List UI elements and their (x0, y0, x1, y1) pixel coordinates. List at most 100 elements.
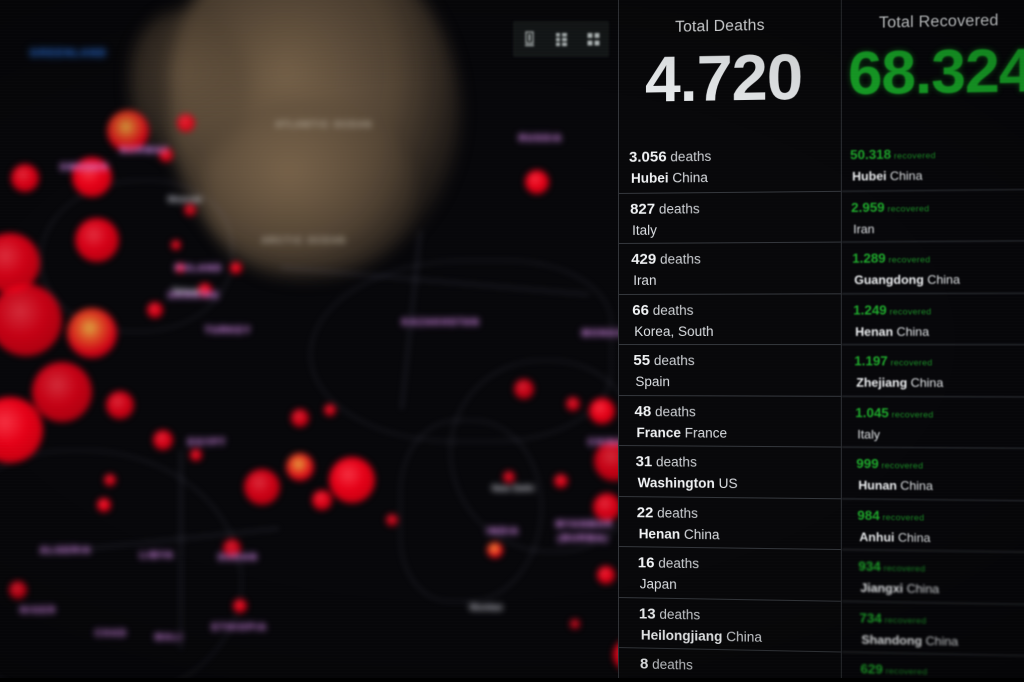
list-item[interactable]: 984 recovered Anhui China (841, 497, 1024, 552)
item-location-line: Japan (638, 575, 841, 598)
map-case-marker[interactable] (177, 114, 195, 132)
item-location-line: Italy (630, 219, 841, 240)
map-case-marker[interactable] (291, 409, 309, 427)
item-region: Hunan (858, 478, 897, 494)
map-case-marker[interactable] (487, 542, 503, 558)
map-case-marker[interactable] (230, 262, 242, 274)
item-unit: recovered (886, 305, 932, 317)
item-country: China (886, 169, 923, 184)
map-case-marker[interactable] (67, 308, 117, 358)
item-location-line: Iran (631, 270, 841, 290)
map-case-marker[interactable] (190, 449, 202, 461)
list-item[interactable]: 48 deaths France France (618, 394, 841, 447)
list-item[interactable]: 999 recovered Hunan China (841, 446, 1024, 500)
map-label: LIBYA (140, 550, 175, 560)
map-label: POLAND (175, 263, 223, 273)
list-item[interactable]: 16 deaths Japan (618, 546, 841, 601)
list-item[interactable]: 8 deaths (618, 647, 841, 682)
map-label: Mumbai (470, 602, 503, 612)
map-case-marker[interactable] (324, 404, 336, 416)
map-case-marker[interactable] (525, 170, 549, 194)
item-unit: deaths (655, 200, 700, 217)
map-case-marker[interactable] (184, 204, 196, 216)
list-item[interactable]: 1.249 recovered Henan China (841, 292, 1024, 345)
map-case-marker[interactable] (32, 362, 92, 422)
map-case-marker[interactable] (171, 240, 181, 250)
item-country: Iran (853, 221, 875, 237)
list-item[interactable]: 66 deaths Korea, South (618, 292, 841, 345)
list-item[interactable]: 13 deaths Heilongjiang China (618, 596, 841, 652)
list-item[interactable]: 1.045 recovered Italy (841, 395, 1024, 448)
map-case-marker[interactable] (566, 397, 580, 411)
map-case-marker[interactable] (554, 474, 568, 488)
total-recovered-panel[interactable]: Total Recovered 68.324 50.318 recovered H… (840, 0, 1024, 682)
item-region: Guangdong (854, 273, 924, 288)
list-item[interactable]: 31 deaths Washington US (618, 445, 841, 498)
item-region: Jiangxi (860, 581, 904, 597)
map-label: KAZAKHSTAN (402, 317, 480, 327)
item-country: Spain (635, 374, 671, 390)
list-view-icon[interactable] (554, 31, 569, 48)
map-case-marker[interactable] (106, 391, 134, 419)
map-label: ALGERIA (40, 545, 92, 555)
map-case-marker[interactable] (386, 514, 398, 526)
list-item[interactable]: 3.056 deaths Hubei China (619, 139, 841, 192)
list-item[interactable]: 22 deaths Henan China (618, 495, 841, 550)
map-case-marker[interactable] (570, 619, 580, 629)
item-count: 2.959 (851, 199, 885, 215)
map-case-marker[interactable] (597, 566, 615, 584)
map-case-marker[interactable] (244, 469, 280, 505)
item-count: 22 (636, 503, 654, 521)
grid-view-icon[interactable] (586, 31, 601, 48)
map-case-marker[interactable] (589, 398, 615, 424)
map-case-marker[interactable] (9, 581, 27, 599)
map-blur-layer: GREENLANDRUSSIAKAZAKHSTANMONGOLIACHINAIN… (0, 0, 630, 682)
map-case-marker[interactable] (97, 498, 111, 512)
list-item[interactable]: 50.318 recovered Hubei China (842, 137, 1024, 191)
total-deaths-title: Total Deaths (675, 16, 765, 36)
item-location-line: France France (634, 423, 840, 444)
item-country: China (922, 633, 959, 649)
map-case-marker[interactable] (147, 302, 163, 318)
world-map-panel[interactable]: GREENLANDRUSSIAKAZAKHSTANMONGOLIACHINAIN… (0, 0, 630, 682)
list-item[interactable]: 734 recovered Shandong China (841, 600, 1024, 656)
map-case-marker[interactable] (233, 599, 247, 613)
recovered-list[interactable]: 50.318 recovered Hubei China 2.959 recover… (841, 137, 1024, 682)
map-coast-line-4 (180, 450, 182, 650)
item-location-line: Iran (851, 218, 1024, 239)
list-item[interactable]: 2.959 recovered Iran (841, 188, 1024, 242)
chart-view-icon[interactable] (522, 30, 537, 48)
item-location-line: Hunan China (856, 475, 1024, 496)
map-case-marker[interactable] (593, 493, 621, 521)
list-item[interactable]: 1.289 recovered Guangdong China (841, 240, 1024, 293)
map-case-marker[interactable] (11, 164, 39, 192)
item-unit: recovered (885, 254, 931, 265)
list-item[interactable]: 1.197 recovered Zhejiang China (841, 344, 1024, 396)
map-case-marker[interactable] (75, 218, 119, 262)
item-unit: deaths (666, 148, 712, 165)
item-country: Iran (633, 273, 657, 289)
item-count: 50.318 (850, 146, 892, 163)
map-case-marker[interactable] (312, 490, 332, 510)
item-count: 66 (632, 301, 649, 319)
item-unit: deaths (653, 504, 698, 521)
deaths-list[interactable]: 3.056 deaths Hubei China 827 deaths Italy 42… (618, 139, 841, 682)
map-label: GREENLAND (30, 48, 107, 59)
list-item[interactable]: 934 recovered Jiangxi China (841, 549, 1024, 604)
item-region: Washington (637, 475, 715, 492)
map-case-marker[interactable] (286, 453, 314, 481)
map-view-toolbar[interactable] (513, 21, 609, 57)
list-item[interactable]: 827 deaths Italy (618, 190, 841, 243)
map-case-marker[interactable] (514, 379, 534, 399)
list-item[interactable]: 55 deaths Spain (618, 344, 841, 396)
list-item[interactable]: 429 deaths Iran (618, 241, 841, 294)
map-case-marker[interactable] (104, 474, 116, 486)
map-case-marker[interactable] (329, 457, 375, 503)
total-deaths-panel[interactable]: Total Deaths 4.720 3.056 deaths Hubei Chi… (618, 0, 841, 682)
map-border-africa (0, 450, 242, 682)
map-case-marker[interactable] (503, 471, 515, 483)
item-unit: deaths (655, 606, 701, 623)
map-case-marker[interactable] (153, 430, 173, 450)
item-count: 1.197 (854, 353, 888, 369)
